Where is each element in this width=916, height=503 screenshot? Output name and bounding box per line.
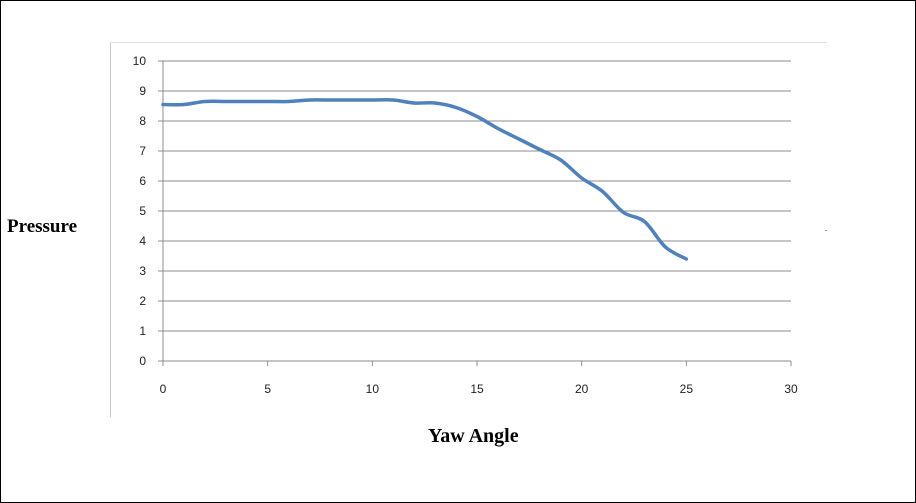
x-tick-label-15: 15 (470, 382, 484, 396)
y-tick-label-3: 3 (139, 264, 146, 278)
series-line-0 (161, 98, 689, 261)
x-tick-label-25: 25 (680, 382, 694, 396)
y-tick-label-7: 7 (139, 144, 146, 158)
y-tick-label-0: 0 (139, 354, 146, 368)
x-tick-label-30: 30 (784, 382, 798, 396)
y-tick-label-8: 8 (139, 114, 146, 128)
y-axis-label: Pressure (7, 216, 78, 237)
y-tick-label-5: 5 (139, 204, 146, 218)
y-tick-label-4: 4 (139, 234, 146, 248)
x-tick-label-20: 20 (575, 382, 589, 396)
y-tick-label-2: 2 (139, 294, 146, 308)
x-tick-label-10: 10 (366, 382, 380, 396)
x-axis-label: Yaw Angle (428, 425, 519, 447)
y-tick-label-1: 1 (139, 324, 146, 338)
series-group (161, 98, 689, 261)
x-axis-ticks: 0 5 10 15 20 25 30 (160, 361, 798, 396)
chart-area-left-border (110, 42, 111, 417)
gridlines (162, 60, 791, 362)
chart-area-edge-mark (825, 230, 827, 231)
y-tick-label-9: 9 (139, 84, 146, 98)
chart-area-top-border (110, 42, 827, 43)
y-axis-ticks: 0 1 2 3 4 5 6 7 8 9 10 (133, 54, 163, 368)
y-tick-label-10: 10 (133, 54, 147, 68)
x-tick-label-5: 5 (264, 382, 271, 396)
x-tick-label-0: 0 (160, 382, 167, 396)
y-tick-label-6: 6 (139, 174, 146, 188)
